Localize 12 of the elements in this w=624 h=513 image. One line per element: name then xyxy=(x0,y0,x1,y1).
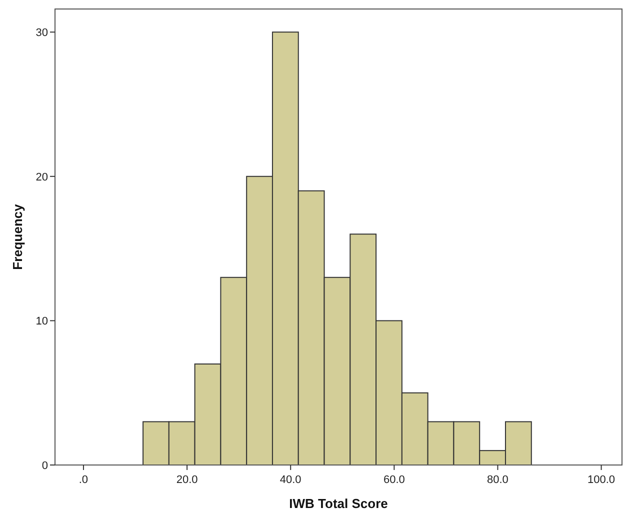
x-tick-label: 60.0 xyxy=(383,474,405,486)
x-tick-label: .0 xyxy=(78,474,88,486)
y-tick-label: 10 xyxy=(36,316,48,328)
x-axis-title: IWB Total Score xyxy=(289,496,388,511)
x-tick-label: 20.0 xyxy=(176,474,198,486)
y-tick-label: 20 xyxy=(36,171,48,184)
y-tick-label: 0 xyxy=(42,460,48,472)
y-tick-label: 30 xyxy=(36,27,48,40)
x-tick-label: 80.0 xyxy=(487,474,508,486)
x-tick-label: 100.0 xyxy=(588,474,616,486)
y-axis-title: Frequency xyxy=(10,203,25,270)
x-tick-label: 40.0 xyxy=(280,474,302,486)
